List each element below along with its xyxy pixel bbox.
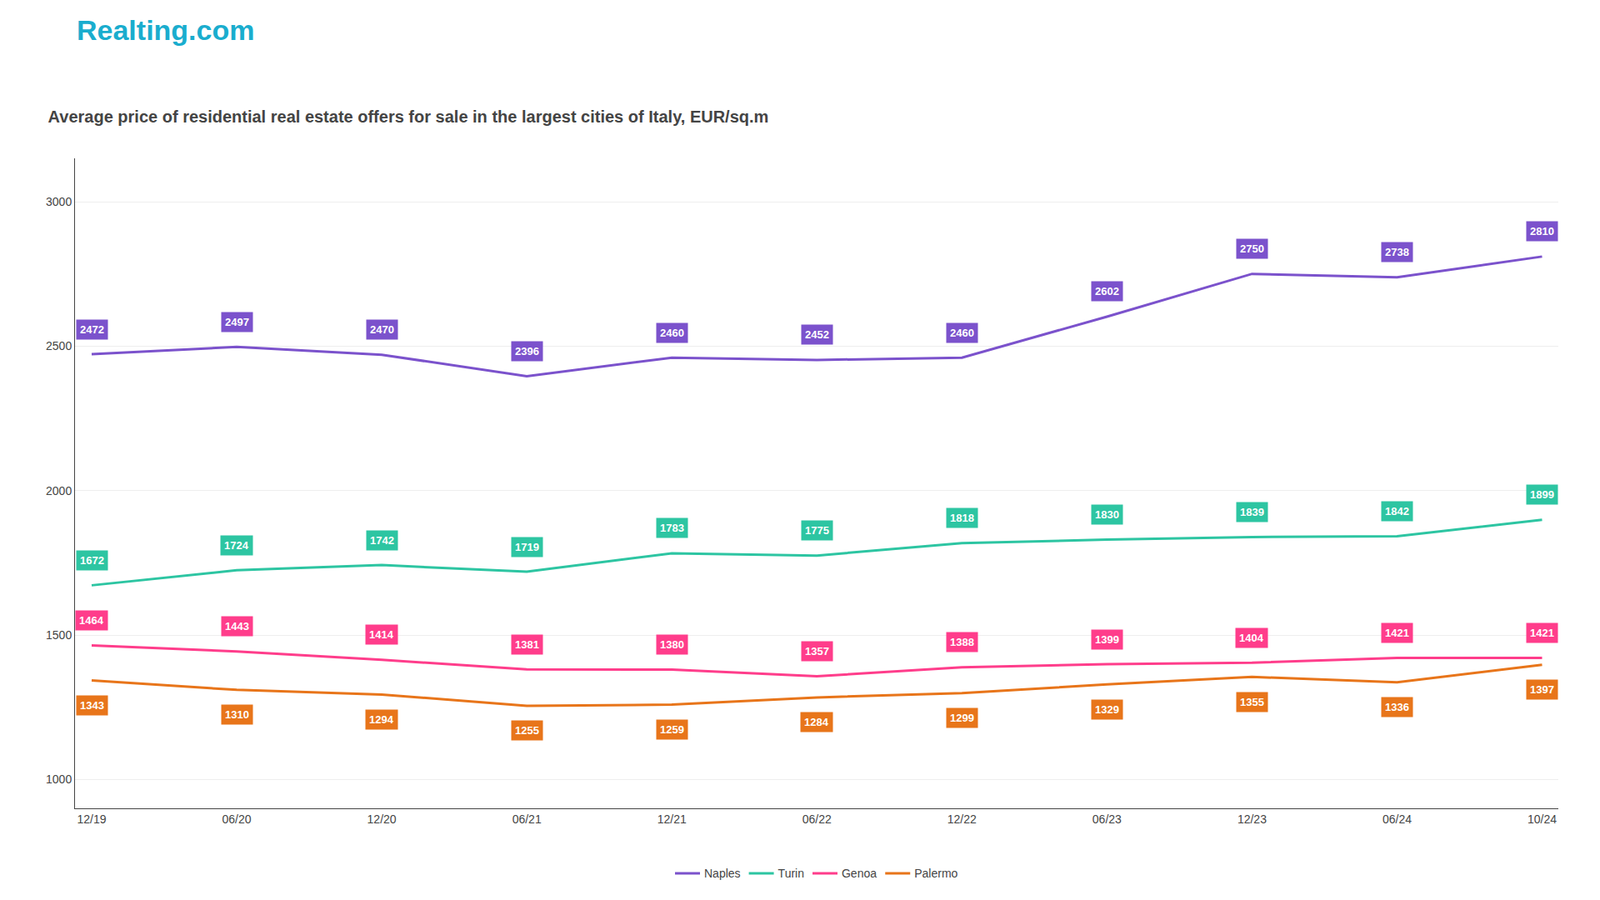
svg-text:Genoa: Genoa: [841, 866, 877, 880]
svg-text:1355: 1355: [1240, 695, 1265, 709]
svg-text:1000: 1000: [45, 772, 72, 786]
svg-text:06/22: 06/22: [802, 812, 832, 826]
svg-text:1421: 1421: [1385, 626, 1410, 640]
svg-text:1294: 1294: [369, 713, 395, 726]
svg-text:Naples: Naples: [704, 866, 741, 880]
svg-text:1357: 1357: [805, 645, 830, 658]
svg-text:2460: 2460: [660, 326, 685, 340]
svg-text:12/20: 12/20: [367, 812, 397, 826]
svg-text:Average price of residential r: Average price of residential real estate…: [48, 107, 770, 126]
svg-text:1719: 1719: [515, 540, 540, 554]
svg-text:1299: 1299: [950, 711, 975, 725]
svg-text:1388: 1388: [950, 635, 975, 649]
svg-text:1464: 1464: [79, 614, 105, 627]
svg-text:Palermo: Palermo: [914, 866, 958, 880]
svg-text:1783: 1783: [660, 521, 685, 535]
svg-text:2460: 2460: [950, 326, 975, 340]
svg-text:1672: 1672: [80, 554, 105, 567]
svg-text:10/24: 10/24: [1527, 812, 1557, 826]
svg-text:1724: 1724: [224, 539, 250, 552]
svg-text:1397: 1397: [1530, 683, 1555, 696]
svg-text:06/23: 06/23: [1092, 812, 1122, 826]
svg-text:1414: 1414: [369, 628, 395, 641]
svg-text:2396: 2396: [515, 345, 540, 358]
svg-text:1404: 1404: [1239, 631, 1265, 645]
svg-text:1421: 1421: [1530, 626, 1555, 640]
svg-text:06/24: 06/24: [1382, 812, 1412, 826]
svg-text:1336: 1336: [1385, 700, 1410, 714]
svg-text:1775: 1775: [805, 524, 830, 537]
svg-text:2602: 2602: [1095, 285, 1120, 298]
svg-text:1310: 1310: [225, 708, 250, 721]
svg-text:1839: 1839: [1240, 505, 1265, 519]
svg-text:2500: 2500: [45, 339, 72, 353]
svg-text:1329: 1329: [1095, 703, 1120, 716]
svg-text:2810: 2810: [1530, 225, 1555, 238]
svg-text:06/20: 06/20: [222, 812, 252, 826]
svg-text:12/19: 12/19: [76, 812, 106, 826]
svg-text:1381: 1381: [515, 638, 540, 651]
svg-text:1842: 1842: [1385, 505, 1410, 518]
svg-text:1500: 1500: [45, 628, 72, 642]
svg-text:1742: 1742: [370, 534, 395, 547]
svg-text:1343: 1343: [80, 699, 105, 712]
svg-text:12/23: 12/23: [1237, 812, 1267, 826]
svg-text:Turin: Turin: [778, 866, 805, 880]
svg-text:2738: 2738: [1385, 245, 1410, 259]
svg-text:12/22: 12/22: [947, 812, 977, 826]
svg-text:2470: 2470: [370, 323, 395, 336]
svg-text:2750: 2750: [1240, 242, 1265, 255]
svg-text:1899: 1899: [1530, 488, 1555, 501]
svg-text:1830: 1830: [1095, 508, 1120, 521]
svg-text:3000: 3000: [45, 195, 72, 209]
svg-text:12/21: 12/21: [657, 812, 687, 826]
svg-text:1818: 1818: [950, 511, 975, 525]
svg-text:1443: 1443: [225, 620, 250, 633]
svg-text:Realting.com: Realting.com: [76, 14, 255, 46]
svg-text:2472: 2472: [80, 323, 105, 336]
svg-text:1284: 1284: [804, 715, 830, 729]
svg-text:1399: 1399: [1095, 633, 1120, 646]
svg-text:1255: 1255: [515, 724, 540, 737]
svg-text:1380: 1380: [660, 638, 685, 651]
svg-text:2497: 2497: [225, 315, 250, 329]
svg-text:2000: 2000: [45, 484, 72, 498]
svg-text:2452: 2452: [805, 328, 830, 341]
svg-text:06/21: 06/21: [512, 812, 542, 826]
svg-text:1259: 1259: [660, 723, 685, 736]
